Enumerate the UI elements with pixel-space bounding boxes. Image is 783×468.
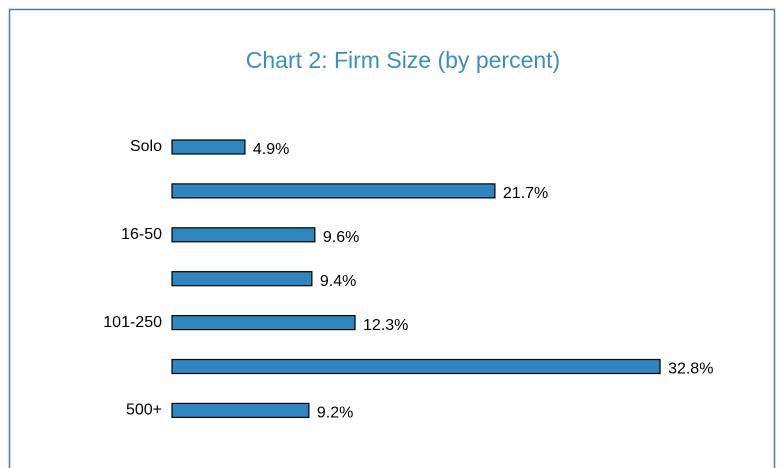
bar (171, 402, 310, 418)
bar (171, 183, 496, 199)
value-label: 9.6% (323, 229, 359, 246)
bar (171, 139, 246, 155)
category-label: 500+ (126, 402, 162, 419)
frame (8, 8, 776, 468)
value-label: 9.2% (317, 405, 353, 422)
chart-title: Chart 2: Firm Size (by percent) (246, 47, 560, 73)
value-label: 32.8% (668, 361, 713, 378)
bar (171, 358, 661, 375)
value-label: 9.4% (320, 273, 356, 290)
value-label: 4.9% (253, 141, 289, 158)
bar (171, 271, 313, 287)
value-label: 12.3% (363, 317, 408, 334)
category-label: 16-50 (121, 226, 162, 243)
value-label: 21.7% (503, 185, 548, 202)
bar (171, 315, 356, 331)
bar (171, 227, 316, 243)
category-label: Solo (130, 138, 162, 155)
category-label: 101-250 (103, 314, 162, 331)
